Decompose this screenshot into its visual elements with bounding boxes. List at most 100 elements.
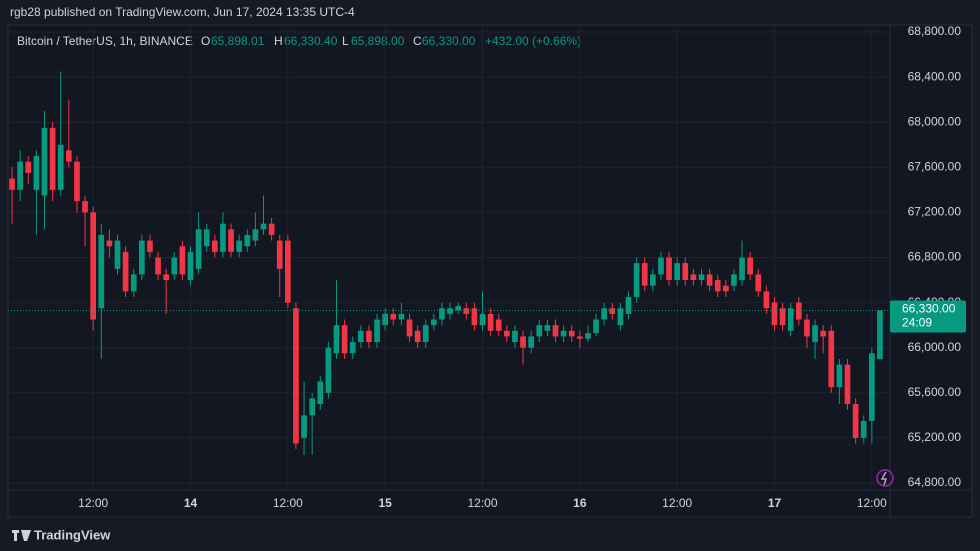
y-tick-label: 65,200.00 [908, 430, 962, 444]
candle-body [698, 274, 705, 281]
y-tick-label: 68,400.00 [908, 69, 962, 83]
candle-body [722, 285, 729, 292]
candle-body [406, 319, 413, 337]
candle-body [755, 274, 762, 292]
candle-body [163, 274, 170, 281]
candle-body [390, 313, 397, 320]
candle-body [682, 263, 689, 281]
alert-icon[interactable] [876, 469, 894, 487]
candle-body [138, 240, 145, 275]
candle-body [422, 325, 429, 343]
legend-value: 66,330.00 [422, 34, 476, 48]
candle-body [171, 257, 178, 275]
y-tick-label: 68,000.00 [908, 114, 962, 128]
plot-frame [7, 24, 973, 518]
candle-body [447, 308, 453, 314]
candle-body [236, 240, 243, 252]
candle-body [731, 274, 737, 286]
candle-body [649, 274, 656, 286]
candle-body [658, 257, 664, 275]
candle-body [325, 347, 332, 393]
symbol: Bitcoin / TetherUS, 1h, BINANCE [17, 34, 193, 48]
price-tag [890, 300, 966, 333]
candle-body [179, 246, 186, 275]
candle-body [820, 330, 827, 337]
candle-body [714, 280, 721, 292]
candle-body [625, 296, 632, 314]
candle-body [130, 274, 137, 292]
candle-body [593, 319, 599, 334]
y-tick-label: 67,200.00 [908, 205, 962, 219]
candle-body [739, 257, 745, 281]
candle-body [122, 251, 129, 292]
candle-body [576, 336, 583, 339]
candle-body [65, 150, 72, 162]
candle-body [495, 319, 502, 331]
candle-body [609, 308, 616, 314]
candle-body [812, 325, 818, 343]
candle-body [33, 156, 40, 190]
candle-body [374, 319, 380, 343]
candle-body [666, 257, 672, 281]
candle-body [763, 291, 770, 309]
candle-body [114, 240, 121, 269]
candle-body [633, 263, 640, 297]
candles [8, 71, 890, 455]
candle-body [414, 330, 421, 343]
candle-body [795, 302, 802, 320]
x-tick-label: 12:00 [467, 496, 497, 510]
y-tick-label: 66,800.00 [908, 250, 962, 264]
candle-body [41, 127, 48, 196]
legend-key: O [201, 34, 210, 48]
candle-body [560, 330, 567, 337]
x-tick-label: 15 [378, 496, 392, 510]
candle-body [17, 161, 24, 190]
candle-body [333, 325, 340, 354]
brand-logo [12, 530, 31, 541]
candle-body [106, 240, 113, 247]
y-tick-label: 64,800.00 [908, 475, 962, 489]
candle-body [430, 319, 437, 326]
candle-body [471, 308, 478, 326]
candle-body [301, 415, 307, 438]
candle-body [528, 336, 535, 348]
legend-value: 65,898.00 [351, 34, 405, 48]
legend-key: H [274, 34, 283, 48]
candle-body [520, 336, 526, 348]
candle-body [779, 308, 786, 326]
candle-body [439, 308, 445, 320]
candle-body [203, 229, 210, 247]
x-tick-label: 12:00 [78, 496, 108, 510]
candle-body [284, 240, 291, 303]
candle-body [868, 353, 875, 421]
candle-body [455, 305, 462, 311]
candle-body [641, 263, 648, 286]
candle-body [9, 178, 15, 190]
legend-value: 66,330.40 [284, 34, 338, 48]
candle-body [512, 330, 518, 343]
candle-body [601, 308, 608, 320]
x-tick-label: 12:00 [662, 496, 692, 510]
candle-body [787, 308, 794, 331]
legend-value: 65,898.01 [211, 34, 265, 48]
candle-body [617, 308, 624, 326]
candle-body [25, 161, 32, 173]
candle-body [398, 313, 405, 320]
legend-change: +432.00 (+0.66%) [485, 34, 581, 48]
candle-body [349, 342, 356, 354]
candle-body [844, 364, 851, 405]
y-tick-label: 66,000.00 [908, 340, 962, 354]
candle-body [706, 274, 713, 286]
brand: TradingView [34, 527, 111, 542]
candle-body [228, 229, 234, 252]
price-tag-countdown: 24:09 [902, 316, 932, 330]
candle-body [536, 325, 543, 337]
candle-body [552, 325, 559, 337]
candle-body [276, 240, 283, 269]
candle-body [57, 144, 64, 190]
candle-body [487, 313, 494, 331]
candle-body [309, 398, 316, 416]
candle-body [366, 330, 372, 343]
candle-body [544, 325, 551, 331]
